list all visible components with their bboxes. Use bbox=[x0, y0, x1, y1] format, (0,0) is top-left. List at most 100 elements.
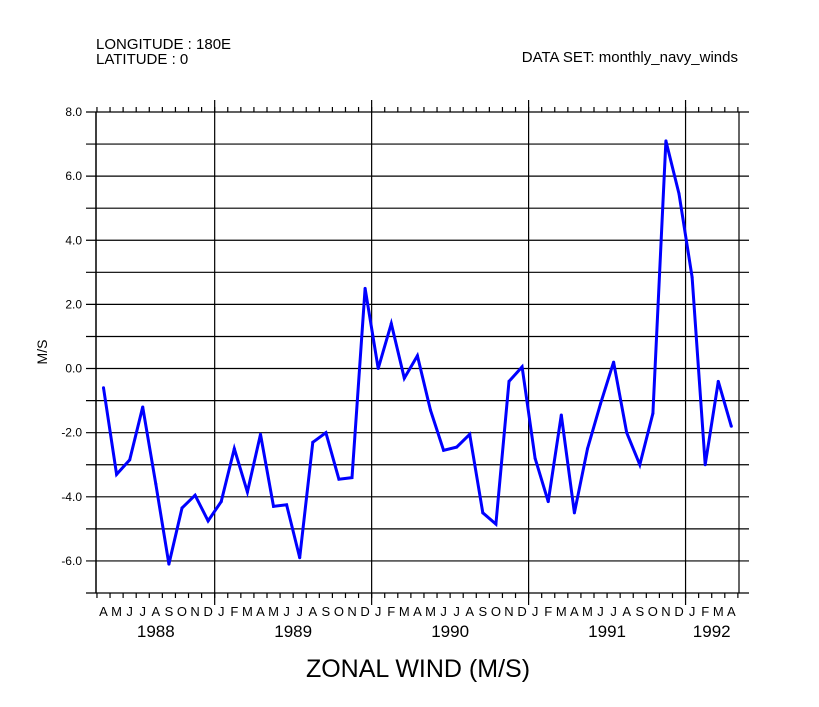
x-tick-label: F bbox=[230, 604, 238, 619]
data-point bbox=[703, 463, 707, 467]
x-tick-label: N bbox=[504, 604, 513, 619]
x-tick-label: A bbox=[727, 604, 736, 619]
data-point bbox=[481, 511, 485, 515]
x-tick-label: N bbox=[661, 604, 670, 619]
x-tick-label: J bbox=[283, 604, 290, 619]
x-tick-label: D bbox=[360, 604, 369, 619]
series-line bbox=[102, 140, 733, 565]
y-tick-label: 4.0 bbox=[65, 233, 82, 247]
x-tick-label: S bbox=[478, 604, 487, 619]
x-tick-label: A bbox=[308, 604, 317, 619]
chart-title: ZONAL WIND (M/S) bbox=[306, 655, 530, 683]
x-tick-label: F bbox=[387, 604, 395, 619]
data-point bbox=[324, 431, 328, 435]
data-point bbox=[311, 440, 315, 444]
data-point bbox=[206, 519, 210, 523]
y-tick-label: 0.0 bbox=[65, 362, 82, 376]
x-tick-label: D bbox=[674, 604, 683, 619]
dataset-label: DATA SET: monthly_navy_winds bbox=[522, 49, 738, 66]
data-point bbox=[376, 367, 380, 371]
x-tick-label: D bbox=[203, 604, 212, 619]
x-tick-label: J bbox=[218, 604, 225, 619]
data-point bbox=[402, 376, 406, 380]
x-tick-label: M bbox=[268, 604, 279, 619]
data-point bbox=[272, 504, 276, 508]
x-tick-label: S bbox=[635, 604, 644, 619]
data-point bbox=[429, 408, 432, 412]
data-point bbox=[455, 445, 459, 449]
x-tick-label: D bbox=[517, 604, 526, 619]
x-tick-label: A bbox=[256, 604, 265, 619]
x-tick-label: O bbox=[177, 604, 187, 619]
data-point bbox=[507, 379, 511, 383]
data-point bbox=[690, 275, 694, 279]
x-tick-label: M bbox=[425, 604, 436, 619]
data-point bbox=[651, 411, 655, 415]
year-label: 1991 bbox=[588, 622, 626, 641]
x-tick-label: J bbox=[610, 604, 617, 619]
x-tick-label: F bbox=[701, 604, 709, 619]
data-point bbox=[612, 360, 616, 364]
y-tick-label: -6.0 bbox=[61, 554, 82, 568]
x-tick-label: O bbox=[491, 604, 501, 619]
x-tick-label: M bbox=[111, 604, 122, 619]
data-point bbox=[442, 448, 446, 452]
data-point bbox=[363, 286, 367, 290]
x-tick-label: O bbox=[648, 604, 658, 619]
year-label: 1989 bbox=[274, 622, 312, 641]
x-tick-label: A bbox=[465, 604, 474, 619]
y-tick-label: -2.0 bbox=[61, 426, 82, 440]
data-point bbox=[102, 386, 105, 390]
data-point bbox=[219, 500, 223, 504]
latitude-label: LATITUDE : 0 bbox=[96, 51, 188, 68]
x-tick-label: M bbox=[556, 604, 567, 619]
data-point bbox=[559, 413, 563, 417]
data-point bbox=[468, 432, 472, 436]
x-tick-label: N bbox=[190, 604, 199, 619]
x-tick-label: O bbox=[334, 604, 344, 619]
data-point bbox=[533, 456, 537, 460]
data-point bbox=[258, 432, 262, 436]
y-tick-label: -4.0 bbox=[61, 490, 82, 504]
x-tick-label: J bbox=[532, 604, 539, 619]
x-tick-label: A bbox=[413, 604, 422, 619]
data-point bbox=[677, 192, 681, 196]
data-point bbox=[664, 139, 668, 143]
y-tick-label: 6.0 bbox=[65, 169, 82, 183]
data-point bbox=[337, 477, 341, 481]
data-point bbox=[638, 463, 642, 467]
y-axis-label: M/S bbox=[34, 340, 50, 365]
x-tick-label: J bbox=[126, 604, 133, 619]
x-tick-label: J bbox=[453, 604, 460, 619]
data-point bbox=[141, 405, 145, 409]
data-point bbox=[298, 556, 302, 560]
x-tick-label: M bbox=[399, 604, 410, 619]
longitude-label: LONGITUDE : 180E bbox=[96, 36, 231, 53]
data-point bbox=[520, 365, 524, 369]
data-point bbox=[115, 472, 119, 476]
x-tick-label: A bbox=[151, 604, 160, 619]
data-point bbox=[546, 500, 550, 504]
x-tick-label: J bbox=[597, 604, 604, 619]
data-point bbox=[180, 506, 184, 510]
data-point bbox=[128, 458, 132, 462]
x-tick-label: S bbox=[165, 604, 174, 619]
x-tick-label: N bbox=[347, 604, 356, 619]
x-tick-label: A bbox=[570, 604, 579, 619]
x-tick-label: F bbox=[544, 604, 552, 619]
x-tick-label: J bbox=[440, 604, 447, 619]
data-point bbox=[245, 490, 249, 494]
y-tick-label: 2.0 bbox=[65, 297, 82, 311]
x-tick-label: M bbox=[713, 604, 724, 619]
year-label: 1988 bbox=[137, 622, 175, 641]
data-point bbox=[350, 476, 354, 480]
x-tick-label: M bbox=[242, 604, 253, 619]
x-tick-label: J bbox=[689, 604, 696, 619]
data-point bbox=[585, 447, 589, 451]
data-point bbox=[232, 447, 236, 451]
data-point bbox=[729, 424, 733, 428]
data-point bbox=[716, 379, 720, 383]
data-point bbox=[494, 522, 498, 526]
data-point bbox=[572, 511, 576, 515]
x-tick-label: S bbox=[322, 604, 331, 619]
